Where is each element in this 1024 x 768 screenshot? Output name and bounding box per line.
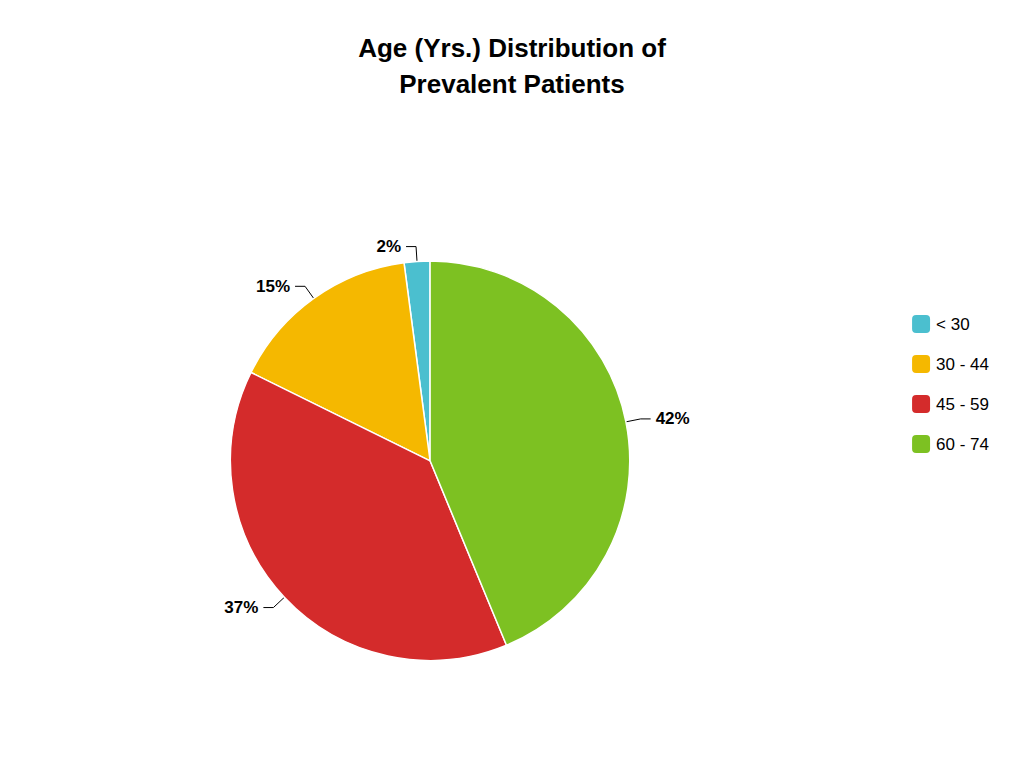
svg-text:60 - 74: 60 - 74 <box>936 435 989 454</box>
svg-text:Age (Yrs.) Distribution of: Age (Yrs.) Distribution of <box>358 33 666 63</box>
svg-text:30 - 44: 30 - 44 <box>936 355 989 374</box>
svg-text:45 - 59: 45 - 59 <box>936 395 989 414</box>
svg-text:37%: 37% <box>224 598 258 617</box>
svg-text:Prevalent Patients: Prevalent Patients <box>399 69 624 99</box>
svg-text:42%: 42% <box>656 409 690 428</box>
svg-text:< 30: < 30 <box>936 315 970 334</box>
svg-text:2%: 2% <box>376 237 401 256</box>
svg-text:15%: 15% <box>256 277 290 296</box>
